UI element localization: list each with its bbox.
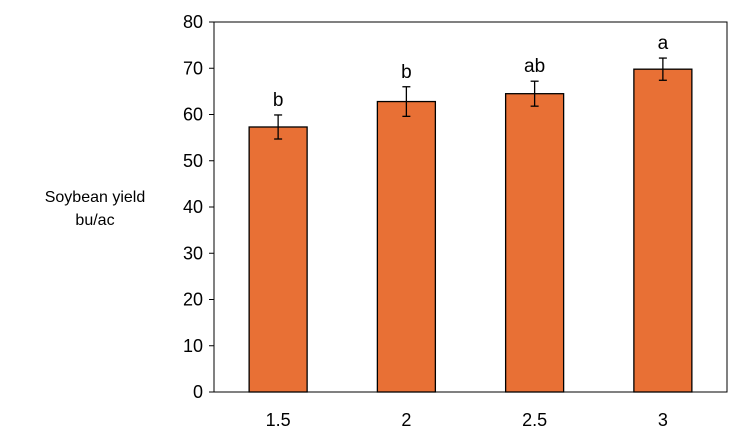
error-bar-2.5 bbox=[530, 80, 539, 107]
x-tick-label: 2 bbox=[401, 410, 411, 430]
y-axis-title-line-1: Soybean yield bbox=[44, 189, 146, 206]
error-bars bbox=[274, 57, 667, 140]
y-tick-label: 20 bbox=[183, 290, 203, 310]
bars bbox=[248, 68, 693, 393]
y-axis-ticks: 0 10 20 30 40 50 60 70 80 bbox=[183, 12, 214, 402]
significance-letters: b b ab a bbox=[273, 33, 669, 111]
y-tick-label: 70 bbox=[183, 58, 203, 78]
y-tick-label: 50 bbox=[183, 151, 203, 171]
y-axis-title-line-2: bu/ac bbox=[75, 212, 115, 229]
significance-letter: b bbox=[273, 90, 284, 111]
y-tick-label: 10 bbox=[183, 336, 203, 356]
y-tick-label: 80 bbox=[183, 12, 203, 32]
error-bar-3 bbox=[658, 57, 667, 81]
bar-2.5 bbox=[504, 93, 565, 393]
y-axis-title: Soybean yield bu/ac bbox=[20, 186, 170, 232]
bar-3 bbox=[633, 68, 693, 393]
x-tick-label: 1.5 bbox=[266, 410, 291, 430]
x-tick-label: 2.5 bbox=[522, 410, 547, 430]
bar-2 bbox=[376, 100, 437, 393]
y-tick-label: 60 bbox=[183, 105, 203, 125]
significance-letter: a bbox=[658, 33, 669, 54]
bar-1.5 bbox=[248, 126, 308, 393]
y-tick-label: 0 bbox=[193, 382, 203, 402]
significance-letter: b bbox=[401, 62, 412, 83]
y-tick-label: 30 bbox=[183, 243, 203, 263]
error-bar-1.5 bbox=[274, 114, 283, 140]
x-axis-ticks: 1.5 2 2.5 3 bbox=[266, 410, 668, 430]
x-tick-label: 3 bbox=[658, 410, 668, 430]
y-tick-label: 40 bbox=[183, 197, 203, 217]
significance-letter: ab bbox=[524, 56, 545, 77]
error-bar-2 bbox=[402, 86, 411, 117]
